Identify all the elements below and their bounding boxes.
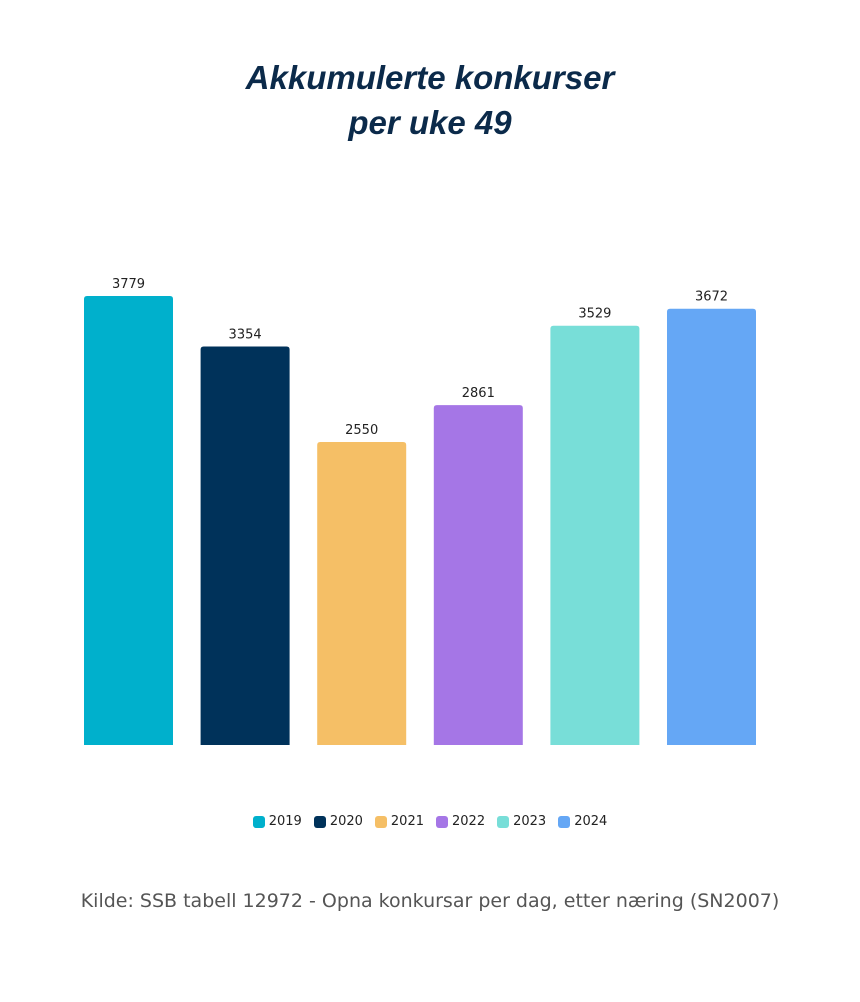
legend-label: 2024 (574, 814, 608, 829)
chart-title-line-1: Akkumulerte konkurser (245, 59, 615, 96)
bar-2024 (667, 308, 756, 745)
legend-label: 2021 (390, 814, 424, 829)
legend-swatch (558, 815, 571, 828)
legend-item-2019[interactable]: 2019 (252, 814, 302, 829)
chart-legend: 2019 2020 2021 2022 2023 2024 (0, 814, 860, 829)
legend-swatch (252, 815, 265, 828)
legend-label: 2019 (268, 814, 302, 829)
bar-2022 (433, 405, 523, 745)
data-label-2023: 3529 (578, 307, 611, 322)
bar-2021 (317, 442, 407, 745)
legend-item-2021[interactable]: 2021 (374, 814, 424, 829)
bar-2019 (84, 296, 173, 745)
legend-item-2020[interactable]: 2020 (313, 814, 363, 829)
data-label-2022: 2861 (462, 386, 495, 401)
chart-title-line-2: per uke 49 (348, 104, 512, 141)
legend-label: 2020 (329, 814, 363, 829)
legend-item-2022[interactable]: 2022 (436, 814, 485, 829)
bar-2023 (550, 325, 640, 745)
legend-item-2024[interactable]: 2024 (558, 814, 607, 829)
legend-item-2023[interactable]: 2023 (497, 814, 546, 829)
legend-swatch (497, 815, 510, 828)
data-label-2024: 3672 (695, 290, 728, 305)
data-label-2021: 2550 (345, 423, 378, 438)
legend-swatch (313, 815, 326, 828)
bar-2020 (200, 346, 290, 745)
data-label-2020: 3354 (229, 327, 262, 342)
legend-label: 2022 (452, 814, 486, 829)
source-note: Kilde: SSB tabell 12972 - Opna konkursar… (80, 890, 780, 912)
legend-swatch (374, 815, 387, 828)
legend-swatch (436, 815, 448, 828)
bar-chart: 3779 3354 2550 2861 3529 3672 (84, 277, 756, 745)
legend-label: 2023 (513, 814, 547, 829)
data-label-2019: 3779 (112, 277, 145, 292)
